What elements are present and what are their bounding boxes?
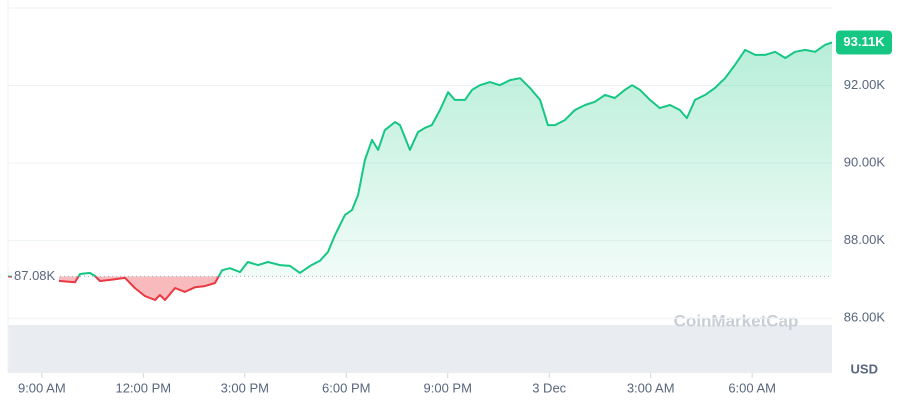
x-tick-label: 9:00 AM xyxy=(18,380,66,395)
watermark: CoinMarketCap xyxy=(674,311,799,330)
last-price-label: 93.11K xyxy=(843,34,885,49)
volume-band xyxy=(8,325,832,373)
price-area xyxy=(8,42,832,300)
reference-label: 87.08K xyxy=(14,268,56,283)
x-tick-label: 6:00 PM xyxy=(322,380,370,395)
last-price-tag xyxy=(836,30,892,55)
y-tick-label: 90.00K xyxy=(844,155,886,170)
y-tick-label: 92.00K xyxy=(844,77,886,92)
y-tick-label: 86.00K xyxy=(844,310,886,325)
x-tick-label: 9:00 PM xyxy=(424,380,472,395)
reference-label-bg xyxy=(12,267,59,286)
x-tick-label: 3:00 AM xyxy=(627,380,675,395)
x-tick-label: 12:00 PM xyxy=(115,380,171,395)
x-tick-label: 3:00 PM xyxy=(221,380,269,395)
x-tick-label: 6:00 AM xyxy=(728,380,776,395)
y-tick-label: 88.00K xyxy=(844,232,886,247)
y-unit: USD xyxy=(851,361,878,376)
x-tick-label: 3 Dec xyxy=(532,380,566,395)
price-line xyxy=(7,41,833,301)
